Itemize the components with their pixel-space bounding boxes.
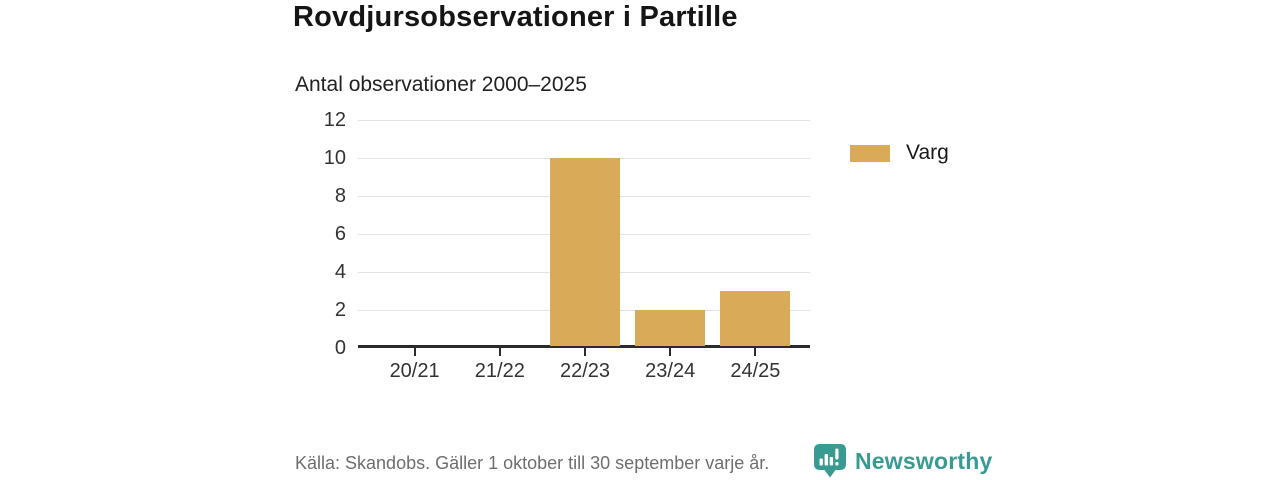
x-axis-line — [358, 345, 810, 348]
chart-title: Rovdjursobservationer i Partille — [293, 1, 738, 33]
newsworthy-brand: Newsworthy — [813, 443, 992, 479]
x-tick — [584, 348, 586, 356]
y-tick-label: 10 — [323, 147, 346, 169]
x-tick-label: 23/24 — [645, 360, 696, 382]
x-tick-label: 24/25 — [730, 360, 781, 382]
y-tick-label: 0 — [334, 337, 346, 359]
y-tick-label: 2 — [334, 299, 346, 321]
y-tick-label: 12 — [323, 109, 346, 131]
x-tick — [498, 348, 501, 356]
y-tick-label: 8 — [334, 185, 346, 207]
legend-label-varg: Varg — [906, 141, 949, 164]
x-tick-label: 22/23 — [559, 360, 611, 382]
legend-swatch-varg — [850, 144, 890, 162]
y-tick-label: 4 — [334, 261, 346, 283]
x-tick-label: 21/22 — [474, 360, 525, 382]
bar-23-24 — [635, 310, 706, 346]
y-tick-label: 6 — [334, 223, 346, 245]
x-tick — [413, 348, 416, 356]
newsworthy-brand-name: Newsworthy — [855, 447, 993, 474]
legend: Varg — [850, 141, 949, 165]
newsworthy-logo-icon — [814, 444, 846, 478]
x-tick — [669, 348, 672, 356]
bar-24-25 — [720, 291, 791, 346]
source-text: Källa: Skandobs. Gäller 1 oktober till 3… — [295, 453, 770, 473]
x-tick — [754, 348, 757, 356]
gridline-y12 — [358, 119, 810, 121]
bar-22-23 — [550, 158, 620, 346]
plot-area: 0 2 4 6 8 10 12 20/21 21/22 22/23 23/24 24/25 — [324, 109, 810, 382]
chart-subtitle: Antal observationer 2000–2025 — [295, 73, 587, 96]
x-tick-label: 20/21 — [389, 360, 440, 382]
